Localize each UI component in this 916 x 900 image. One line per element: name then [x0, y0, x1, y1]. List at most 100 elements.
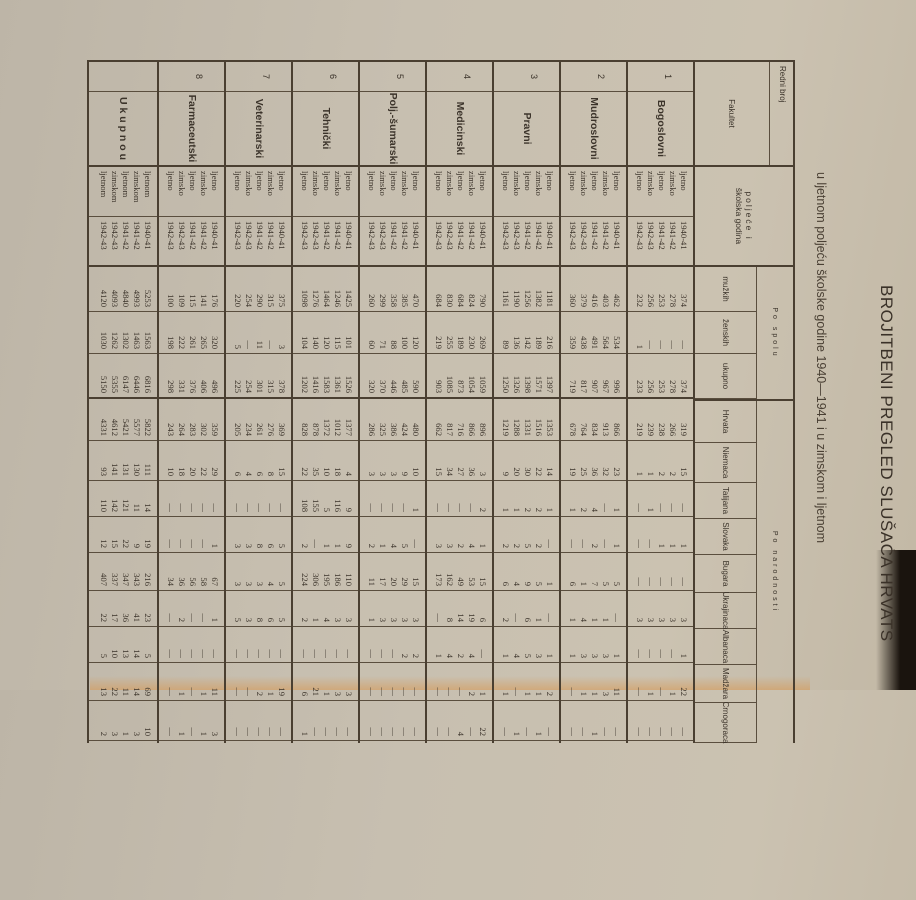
value: 378 [277, 380, 287, 393]
value: 216 [545, 336, 555, 349]
faculty-row: 4 Medicinski ljetno zimsko ljetno zimsko ljetn… [425, 62, 492, 743]
value: — [545, 613, 555, 622]
value: 306 [311, 573, 321, 586]
value: 27 [456, 467, 466, 476]
value: 10 [143, 727, 153, 736]
value: — [635, 687, 645, 696]
value-cell-crnogoraca: — —1— — [561, 701, 626, 741]
value: 5 [534, 581, 544, 586]
value: 1 [512, 507, 522, 512]
value: 359 [210, 423, 220, 436]
value: 15 [411, 577, 421, 586]
season: zimskom [110, 171, 120, 203]
value: — [199, 649, 209, 658]
value: 3 [244, 581, 254, 586]
value: 1098 [300, 289, 310, 307]
value: 10 [411, 467, 421, 476]
value: 5 [612, 581, 622, 586]
school-year: 1942-43 [378, 221, 388, 250]
value: 104 [300, 336, 310, 349]
faculty-number [89, 62, 157, 92]
value: 115 [333, 336, 343, 349]
value: 162 [445, 573, 455, 586]
value: 2 [534, 543, 544, 548]
value: — [322, 727, 332, 736]
value: 3 [344, 691, 354, 696]
value-cell-slovaka: —5 4 1 2 [360, 517, 425, 553]
header-polje-line2: školska godina [734, 187, 744, 245]
value: 100 [400, 336, 410, 349]
value: — [344, 727, 354, 736]
school-year: 1942-43 [311, 221, 321, 250]
value: 1 [612, 653, 622, 658]
value-cell-talijana: 14 11 121 142 110 [89, 481, 157, 517]
faculty-name: Polj.-šumarski [360, 92, 425, 167]
value: — [668, 649, 678, 658]
value: 2 [300, 543, 310, 548]
year-list: 1940-41 1941-42 1941-42 1942-43 1942-43 [89, 217, 157, 267]
value: 14 [456, 613, 466, 622]
value: 34 [445, 467, 455, 476]
value: 5355 [110, 375, 120, 393]
season-list: ljetno zimsko ljetno zimsko ljetno [360, 167, 425, 217]
value: 3 [534, 653, 544, 658]
value: — [367, 649, 377, 658]
value: — [389, 727, 399, 736]
header-col-madžara: Madžara [695, 665, 756, 703]
year-list: 1940-41 1941-42 1941-42 1942-43 1942-43 [628, 217, 693, 267]
value: 36 [467, 467, 477, 476]
value: 2 [300, 617, 310, 622]
value: — [657, 577, 667, 586]
value: 1 [646, 691, 656, 696]
season: ljetno [255, 171, 265, 191]
season: ljetno [277, 171, 287, 191]
value: 219 [635, 423, 645, 436]
value: 1085 [445, 375, 455, 393]
value: 1416 [311, 375, 321, 393]
value: 222 [177, 336, 187, 349]
value: 3 [344, 617, 354, 622]
value: 238 [657, 423, 667, 436]
value: — [467, 503, 477, 512]
faculty-name: Tehnički [293, 92, 358, 167]
value: 684 [456, 294, 466, 307]
value: 1 [590, 731, 600, 736]
value: — [378, 727, 388, 736]
value: 29 [400, 577, 410, 586]
value-cell-albanaca: — — — — — [293, 627, 358, 663]
value: 1 [501, 653, 511, 658]
value-cell-crnogoraca: 10 3 1 3 2 [89, 701, 157, 741]
value-cell-ženskih: 3—11—5 [226, 312, 291, 354]
value: 830 [445, 294, 455, 307]
value: 3 [434, 543, 444, 548]
value: 1302 [121, 331, 131, 349]
value: 564 [601, 336, 611, 349]
season: zimsko [266, 171, 276, 196]
value: 1 [568, 653, 578, 658]
season: zimsko [668, 171, 678, 196]
value: 1 [635, 344, 645, 349]
value: 56 [188, 577, 198, 586]
value: 764 [579, 423, 589, 436]
value: 817 [445, 423, 455, 436]
value: 662 [434, 423, 444, 436]
value-cell-hrvata: 1377 1012 1372 878 828 [293, 399, 358, 441]
value: 278 [668, 380, 678, 393]
value: 873 [456, 380, 466, 393]
value: 265 [199, 336, 209, 349]
value-cell-ukupno: 1397 1571 1398 1326 1250 [494, 354, 559, 399]
value: 4 [266, 581, 276, 586]
value: 1353 [545, 418, 555, 436]
value: — [668, 727, 678, 736]
value: 3 [657, 617, 667, 622]
value: — [389, 503, 399, 512]
value: 22 [534, 467, 544, 476]
value: 358 [389, 294, 399, 307]
value: — [612, 727, 622, 736]
value: 110 [344, 573, 354, 586]
value: — [411, 687, 421, 696]
value: 480 [411, 423, 421, 436]
value: 337 [110, 573, 120, 586]
value: 719 [568, 380, 578, 393]
